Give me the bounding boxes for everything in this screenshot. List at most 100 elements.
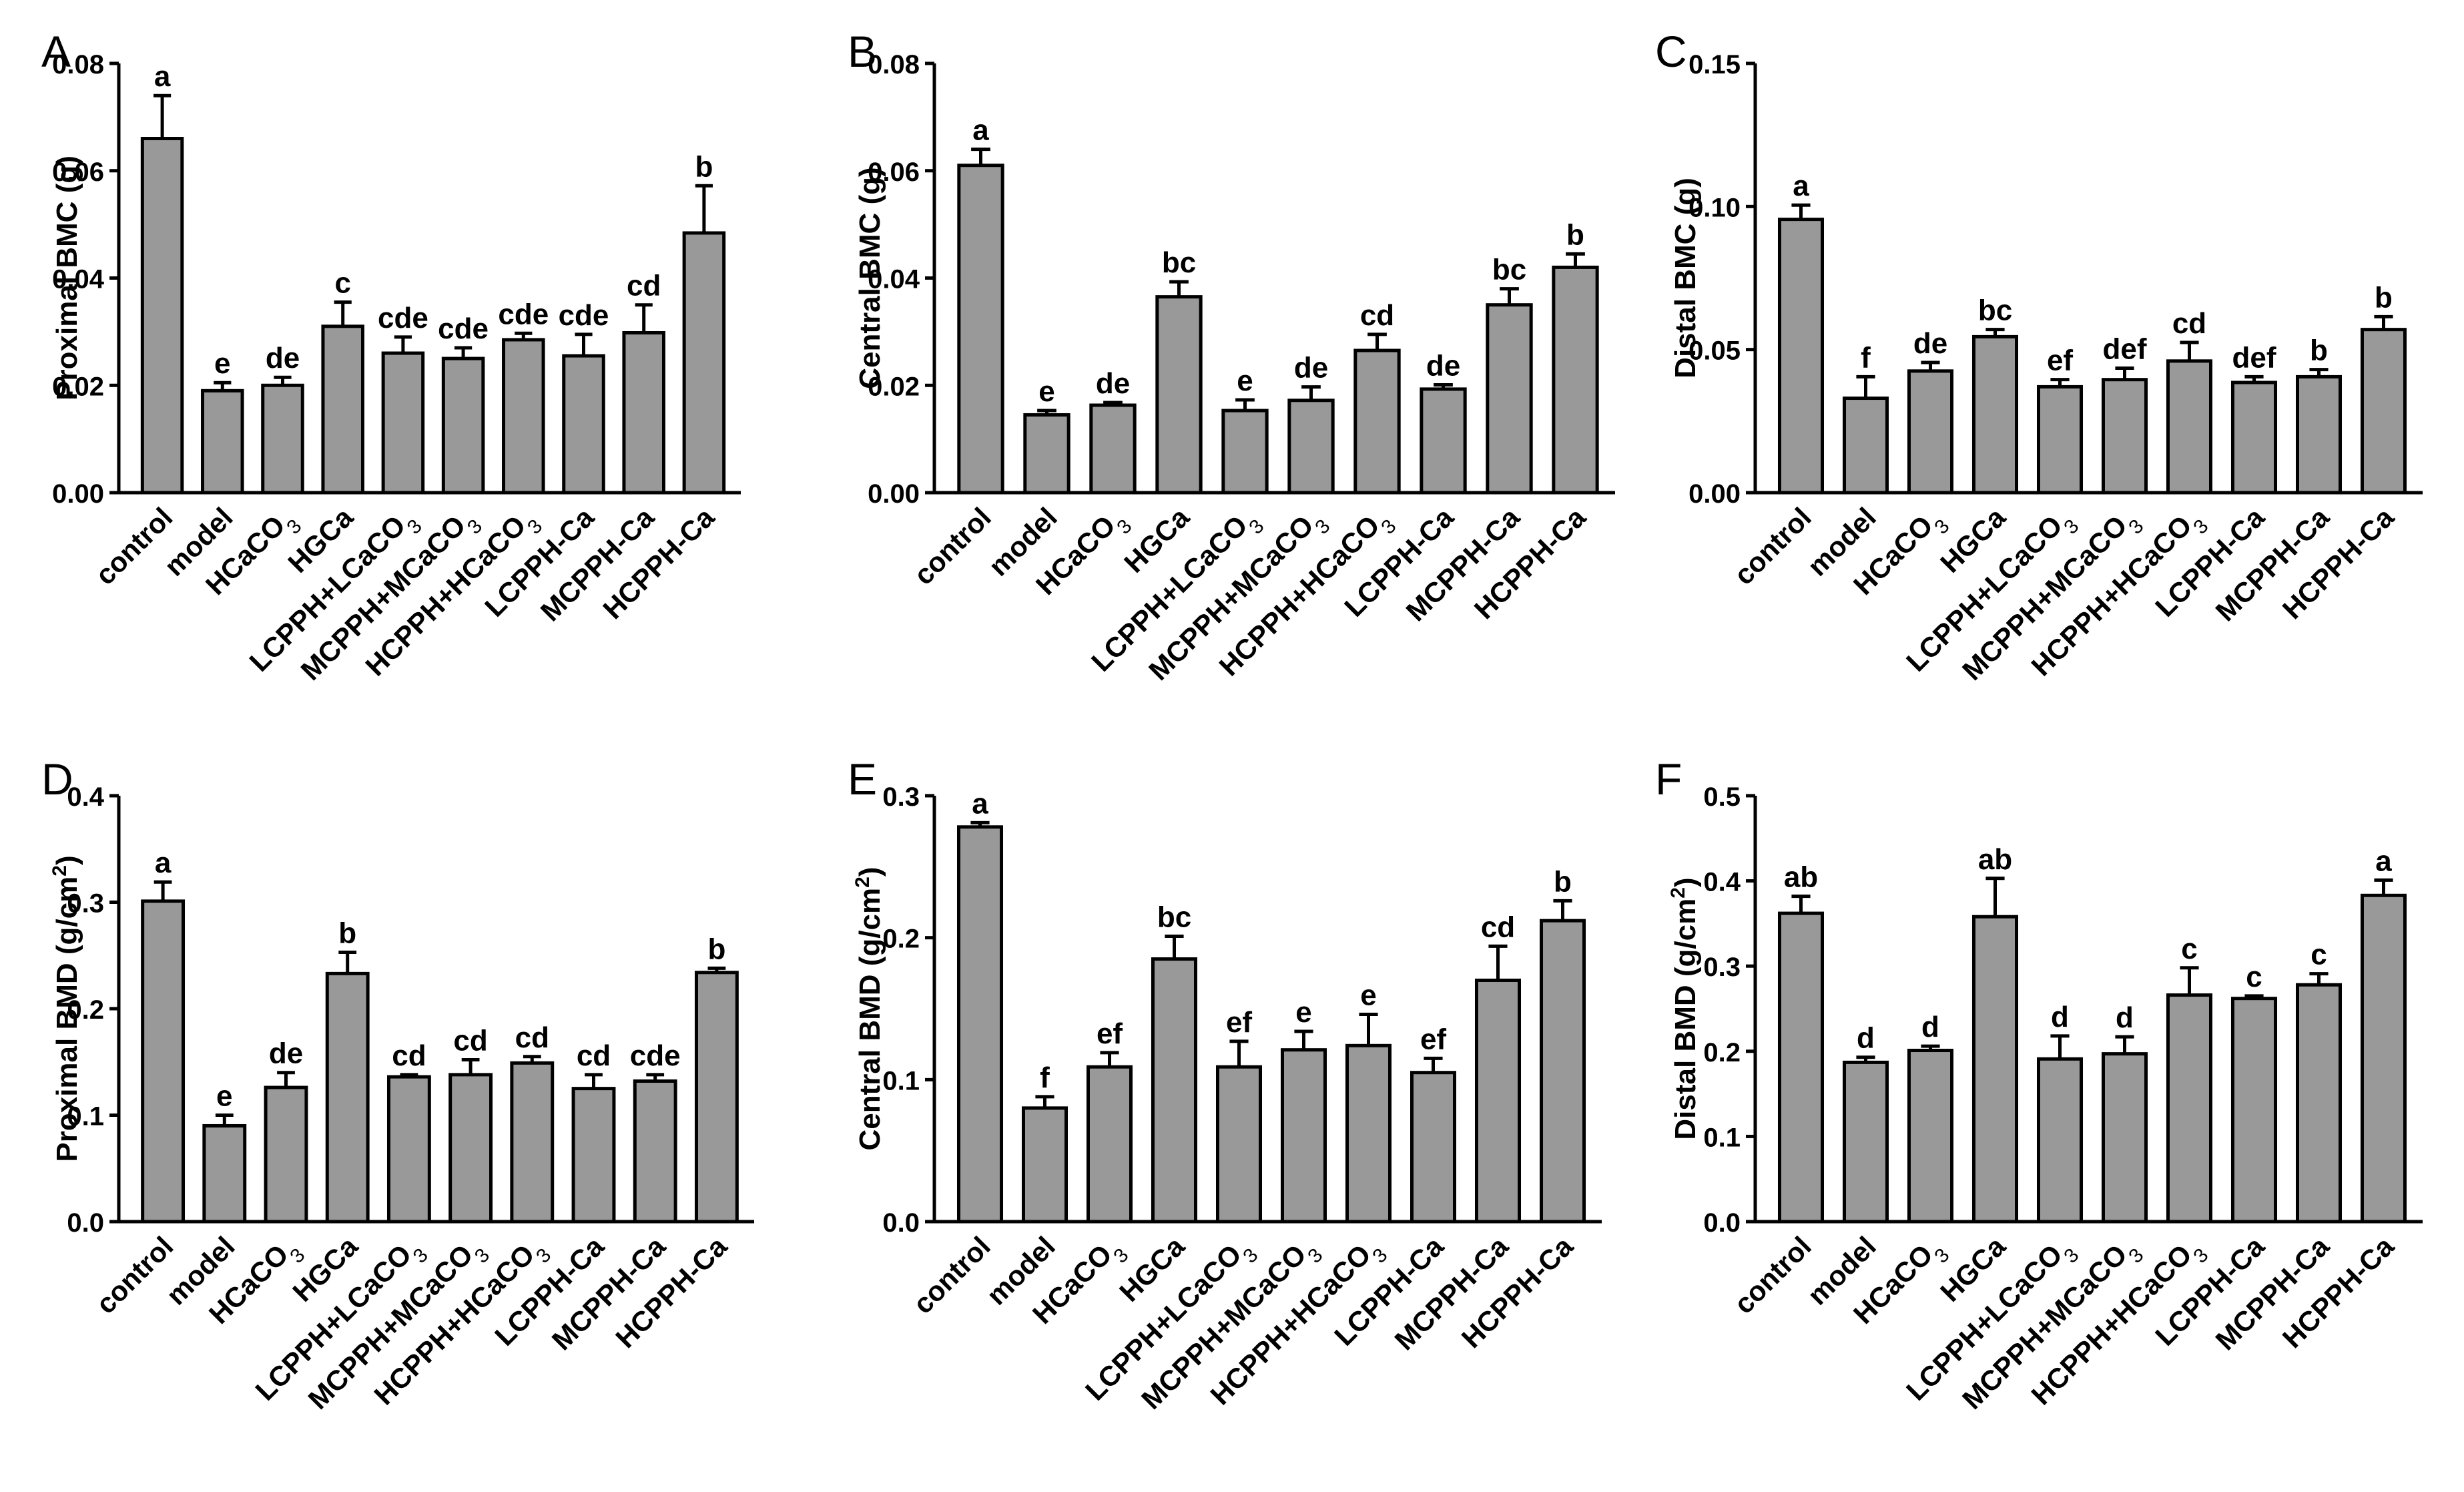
significance-label: e	[1295, 996, 1311, 1029]
significance-label: bc	[1157, 901, 1191, 934]
bar-LCPPH-Ca	[1410, 1071, 1457, 1224]
bar-HCPPH-Ca	[682, 231, 726, 495]
significance-label: e	[1237, 364, 1253, 397]
bar-HGCa	[1971, 334, 2019, 495]
panel-letter: C	[1655, 27, 1687, 76]
bar-LCPPH-Ca	[2230, 381, 2278, 495]
bar-MCPPH+MCaCO3	[441, 356, 485, 495]
bar-LCPPH-Ca	[562, 354, 605, 495]
bar-LCPPH+LCaCO3	[386, 1075, 431, 1224]
bar-LCPPH+LCaCO3	[381, 351, 425, 495]
significance-label: ef	[1226, 1006, 1252, 1039]
significance-label: de	[1096, 367, 1130, 400]
significance-label: a	[972, 114, 989, 147]
y-axis-label: Central BMC (g)	[854, 167, 886, 389]
significance-label: def	[2232, 341, 2276, 374]
significance-label: de	[269, 1037, 303, 1070]
bar-HCaCO3	[1907, 369, 1954, 495]
significance-label: ef	[2047, 344, 2073, 377]
significance-label: b	[338, 917, 356, 949]
y-axis-label: Distal BMC (g)	[1669, 178, 1702, 379]
y-tick-label: 0.00	[52, 479, 104, 509]
y-axis-label: Distal BMD (g/cm2)	[1667, 877, 1703, 1140]
significance-label: a	[155, 846, 172, 879]
bar-control	[140, 137, 184, 495]
bar-model	[1021, 1106, 1068, 1224]
significance-label: bc	[1978, 294, 2012, 327]
y-axis-label: Proximal BMD (g/cm2)	[49, 855, 84, 1162]
y-tick-label: 0.02	[868, 372, 920, 401]
panel-letter: D	[41, 754, 73, 804]
bar-model	[1842, 397, 1889, 495]
significance-label: b	[695, 150, 713, 183]
significance-label: f	[1040, 1061, 1050, 1094]
bar-HCPPH+HCaCO3	[502, 338, 545, 495]
y-tick-label: 0.3	[882, 782, 920, 812]
bar-HCPPH-Ca	[2360, 893, 2407, 1224]
bar-MCPPH-Ca	[633, 1079, 677, 1224]
significance-label: c	[2311, 939, 2327, 971]
significance-label: cd	[515, 1021, 549, 1054]
significance-label: e	[214, 347, 230, 380]
significance-label: cde	[559, 299, 609, 332]
significance-label: d	[1921, 1011, 1939, 1043]
bar-MCPPH-Ca	[622, 330, 665, 495]
significance-label: de	[1913, 327, 1947, 360]
bar-HCaCO3	[1089, 403, 1137, 495]
bar-HCPPH-Ca	[1539, 919, 1586, 1224]
y-tick-label: 0.06	[868, 158, 920, 187]
significance-label: ef	[1420, 1023, 1446, 1055]
bar-MCPPH+MCaCO3	[1280, 1048, 1327, 1224]
bar-LCPPH-Ca	[571, 1087, 616, 1224]
significance-label: de	[1426, 349, 1460, 382]
y-tick-label: 0.5	[1703, 782, 1741, 812]
significance-label: cde	[630, 1039, 681, 1072]
significance-label: cd	[1481, 911, 1515, 943]
significance-label: cd	[627, 270, 661, 302]
bar-HCPPH+HCaCO3	[2166, 993, 2213, 1224]
bar-control	[1777, 911, 1825, 1224]
y-tick-label: 0.2	[882, 925, 920, 954]
bar-MCPPH-Ca	[2295, 983, 2343, 1224]
significance-label: ab	[1784, 861, 1818, 894]
y-tick-label: 0.05	[1688, 336, 1741, 366]
significance-label: c	[2181, 933, 2197, 965]
significance-label: ef	[1097, 1017, 1123, 1050]
bar-LCPPH+LCaCO3	[1215, 1065, 1263, 1224]
significance-label: ab	[1978, 843, 2012, 876]
bar-MCPPH+MCaCO3	[2101, 378, 2148, 495]
significance-label: cde	[378, 302, 428, 334]
bar-HCPPH-Ca	[2360, 328, 2407, 495]
significance-label: d	[2116, 1001, 2134, 1034]
y-tick-label: 0.2	[67, 995, 104, 1025]
y-tick-label: 0.08	[868, 50, 920, 79]
bar-HCPPH+HCaCO3	[1353, 348, 1401, 495]
significance-label: b	[1566, 218, 1584, 251]
bar-control	[957, 164, 1004, 495]
bar-MCPPH-Ca	[1486, 303, 1533, 495]
significance-label: a	[2375, 844, 2392, 877]
significance-label: de	[266, 342, 300, 375]
bar-HCaCO3	[1907, 1049, 1954, 1224]
significance-label: b	[1554, 865, 1572, 898]
bar-control	[141, 899, 186, 1224]
panel-letter: A	[41, 27, 71, 76]
y-tick-label: 0.0	[67, 1208, 104, 1238]
significance-label: a	[1793, 170, 1809, 202]
significance-label: c	[334, 267, 350, 300]
significance-label: a	[154, 60, 171, 93]
bar-HCPPH+HCaCO3	[2166, 359, 2213, 495]
bar-MCPPH+MCaCO3	[448, 1073, 493, 1224]
bar-HCaCO3	[261, 383, 304, 495]
significance-label: e	[1360, 979, 1376, 1012]
significance-label: bc	[1162, 246, 1196, 279]
y-tick-label: 0.04	[868, 265, 920, 294]
bar-LCPPH-Ca	[1420, 387, 1467, 495]
significance-label: e	[216, 1080, 232, 1113]
significance-label: cde	[438, 312, 489, 345]
y-tick-label: 0.00	[868, 479, 920, 509]
y-tick-label: 0.4	[1703, 868, 1741, 897]
significance-label: b	[707, 933, 725, 965]
significance-label: b	[2310, 334, 2328, 367]
